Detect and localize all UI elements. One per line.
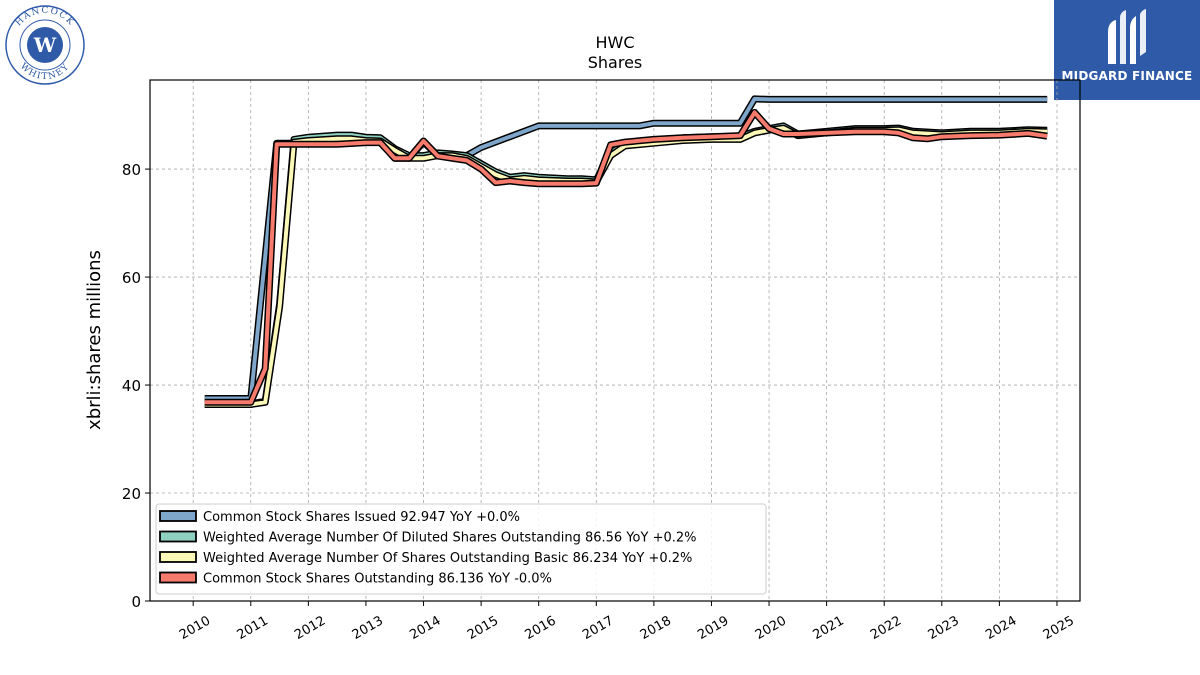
x-tick-label: 2010 [177, 613, 213, 643]
y-tick-label: 60 [122, 269, 141, 287]
x-tick-label: 2016 [523, 613, 559, 643]
logo-letter: W [33, 33, 57, 57]
y-tick-label: 20 [122, 485, 141, 503]
x-tick-label: 2018 [638, 613, 674, 643]
series-outline [204, 108, 1048, 406]
legend-swatch [159, 571, 197, 584]
x-tick-label: 2012 [292, 613, 328, 643]
y-tick-label: 40 [122, 377, 141, 395]
legend-box [155, 503, 767, 595]
chart-subtitle: Shares [588, 53, 643, 72]
series-outline [204, 124, 1048, 408]
plot-frame [149, 79, 1081, 602]
x-tick-label: 2022 [868, 613, 904, 643]
legend-entry: Common Stock Shares Issued 92.947 YoY +0… [203, 510, 520, 525]
series-layer [204, 95, 1048, 408]
x-tick-label: 2024 [983, 613, 1019, 643]
x-tick-label: 2015 [465, 613, 501, 643]
x-tick-label: 2013 [350, 613, 386, 643]
legend: Common Stock Shares Issued 92.947 YoY +0… [155, 503, 767, 595]
series-line [204, 123, 1048, 406]
x-tick-label: 2014 [407, 613, 443, 643]
legend-entry: Weighted Average Number Of Shares Outsta… [203, 551, 692, 566]
midgard-finance-logo: MIDGARD FINANCE [1054, 0, 1200, 100]
x-tick-label: 2025 [1041, 613, 1077, 643]
x-tick-label: 2020 [753, 613, 789, 643]
midgard-mark-icon [1108, 9, 1146, 64]
chart-title: HWC [595, 33, 634, 52]
x-tick-label: 2017 [580, 613, 616, 643]
y-tick-label: 0 [131, 593, 141, 611]
y-tick-label: 80 [122, 161, 141, 179]
legend-swatch [159, 510, 197, 522]
brand-name: MIDGARD FINANCE [1061, 69, 1193, 83]
series-line [204, 110, 1048, 405]
x-tick-label: 2019 [695, 613, 731, 643]
x-tick-label: 2011 [235, 613, 271, 643]
legend-swatch [159, 551, 197, 563]
legend-swatch [159, 530, 197, 543]
hancock-whitney-logo: W HANCOCK WHITNEY [4, 4, 86, 90]
series-outline [204, 122, 1048, 408]
x-tick-label: 2023 [926, 613, 962, 643]
legend-entry: Common Stock Shares Outstanding 86.136 Y… [203, 572, 552, 587]
y-axis-label: xbrli:shares millions [84, 250, 105, 430]
series-line [204, 126, 1048, 407]
x-tick-label: 2021 [810, 613, 846, 643]
legend-entry: Weighted Average Number Of Diluted Share… [203, 531, 697, 546]
